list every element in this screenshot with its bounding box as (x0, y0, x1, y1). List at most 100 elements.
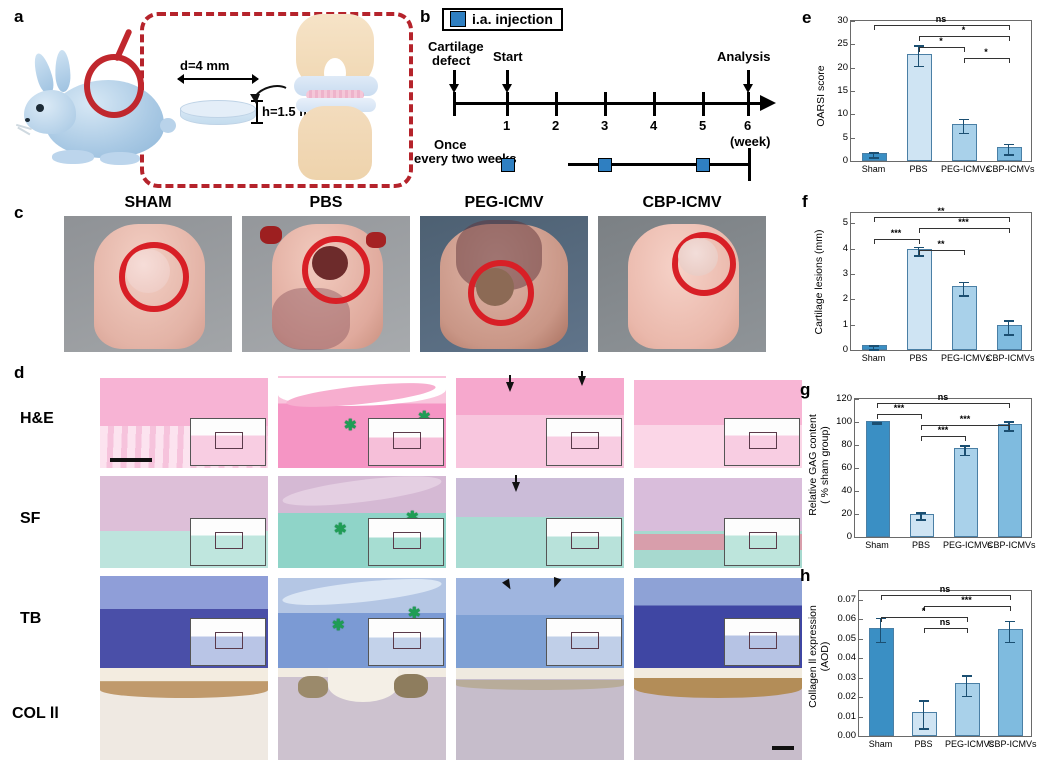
gross-photo-cbp-icmv (598, 216, 766, 352)
arrow-marker-icon (506, 382, 514, 392)
column-header-sham: SHAM (124, 194, 172, 211)
significance-tick (918, 228, 920, 233)
error-bar (879, 617, 882, 642)
histology-inset (724, 618, 800, 666)
cartilage-defect-label-line1: Cartilage (428, 39, 484, 54)
panel-e-letter: e (802, 8, 812, 27)
plug-top (180, 100, 256, 118)
significance-bracket (918, 47, 964, 48)
y-tick-mark (851, 161, 855, 162)
chart-f-ylabel: Cartilage lesions (mm) (813, 229, 825, 335)
timeline-tick-4 (653, 92, 656, 116)
green-star-marker: ✱ (332, 617, 345, 634)
y-tick-label: 60 (841, 462, 852, 473)
histology-tb-sham (100, 570, 268, 668)
x-tick-label: Sham (868, 739, 893, 749)
every-two-weeks-label: every two weeks (414, 151, 517, 166)
rabbit-ear-icon (54, 49, 71, 93)
defect-circle-marker (468, 260, 534, 326)
bar-cbp-icmvs (998, 629, 1023, 736)
significance-label: ns (939, 617, 951, 627)
y-tick-mark (855, 491, 859, 492)
significance-tick (966, 617, 968, 622)
row-label-sf: SF (20, 510, 41, 527)
timeline-tick-label: 4 (650, 118, 658, 133)
meniscus (306, 90, 364, 100)
significance-tick (921, 425, 922, 430)
histology-he-pbs: ✱ ✱ (278, 370, 446, 468)
column-header-cbp-icmv: CBP-ICMV (642, 194, 722, 211)
significance-tick (1009, 595, 1011, 600)
error-bar-cap (913, 45, 924, 47)
significance-tick (963, 250, 965, 255)
x-tick-label: CBP-ICMVs (986, 353, 1035, 363)
y-tick-label: 80 (841, 439, 852, 450)
bar-peg-icmvs (953, 447, 979, 537)
significance-bracket (880, 617, 967, 618)
x-tick-label: PEG-ICMVs (943, 540, 993, 550)
significance-label: *** (890, 228, 902, 238)
error-bar (962, 118, 965, 133)
chart-f-cartilage-lesions: f Cartilage lesions (mm) 0 1 2 3 4 5 Sham PBS PE… (802, 192, 1040, 380)
injection-marker-icon (598, 158, 612, 172)
defect-circle-marker (302, 236, 370, 304)
panel-h-letter: h (800, 566, 811, 585)
histology-sf-sham (100, 470, 268, 568)
bar-peg-icmvs (951, 286, 978, 350)
x-tick-label: PEG-ICMVs (945, 739, 995, 749)
histology-inset (190, 518, 266, 566)
inset-roi-box (393, 432, 421, 449)
bar-cbp-icmvs (996, 146, 1023, 161)
significance-tick (921, 414, 922, 419)
inset-roi-box (215, 532, 243, 549)
histology-col2-pbs (278, 668, 446, 760)
significance-label: * (921, 606, 926, 616)
histology-inset (190, 618, 266, 666)
y-tick-label: 1 (842, 318, 848, 330)
significance-label: * (984, 47, 988, 57)
histology-col2-cbp (634, 668, 802, 760)
error-bar (1007, 320, 1010, 334)
y-tick-label: 0.02 (837, 691, 857, 703)
error-bar-cap (1004, 620, 1015, 623)
timeline-tick-label: 1 (503, 118, 511, 133)
y-tick-mark (855, 468, 859, 469)
significance-tick (963, 58, 965, 63)
x-tick-label: PEG-ICMVs (941, 353, 991, 363)
error-bar (922, 700, 925, 729)
x-tick-label: CBP-ICMVs (988, 739, 1037, 749)
significance-tick (1008, 25, 1010, 30)
green-star-marker: ✱ (334, 521, 347, 538)
significance-label: *** (893, 403, 905, 413)
defect-circle-marker (672, 232, 736, 296)
injection-schedule-line (568, 163, 750, 166)
once-label: Once (434, 137, 467, 152)
significance-tick (873, 217, 875, 222)
y-tick-mark (851, 114, 855, 116)
injection-marker-icon (696, 158, 710, 172)
error-bar-cap (868, 345, 879, 347)
y-tick-label: 25 (837, 38, 848, 50)
significance-tick (880, 617, 882, 622)
error-bar-cap (961, 695, 972, 698)
error-bar-cap (868, 157, 879, 159)
y-tick-mark (855, 537, 859, 538)
rabbit-nose (25, 118, 30, 122)
x-tick-label: PBS (909, 164, 928, 174)
significance-tick (1009, 606, 1011, 611)
histology-inset (546, 518, 622, 566)
significance-tick (1009, 403, 1010, 408)
chart-g-relative-gag: g Relative GAG content ( % sham group) 0… (800, 380, 1040, 566)
arrow-marker-icon (578, 376, 586, 386)
y-tick-label: 100 (836, 416, 852, 427)
error-bar-cap (913, 65, 924, 68)
cartilage-defect-arrow-icon (449, 84, 459, 93)
y-tick-mark (851, 137, 855, 139)
injection-schedule-end (748, 148, 751, 181)
inset-roi-box (749, 532, 777, 549)
significance-bracket (877, 414, 921, 415)
chart-f-plot: 0 1 2 3 4 5 Sham PBS PEG-ICMVs CBP-ICMVs ** *** *** *… (843, 207, 1035, 364)
start-label: Start (493, 49, 523, 64)
error-bar-cap (1004, 430, 1014, 432)
green-star-marker: ✱ (344, 417, 357, 434)
